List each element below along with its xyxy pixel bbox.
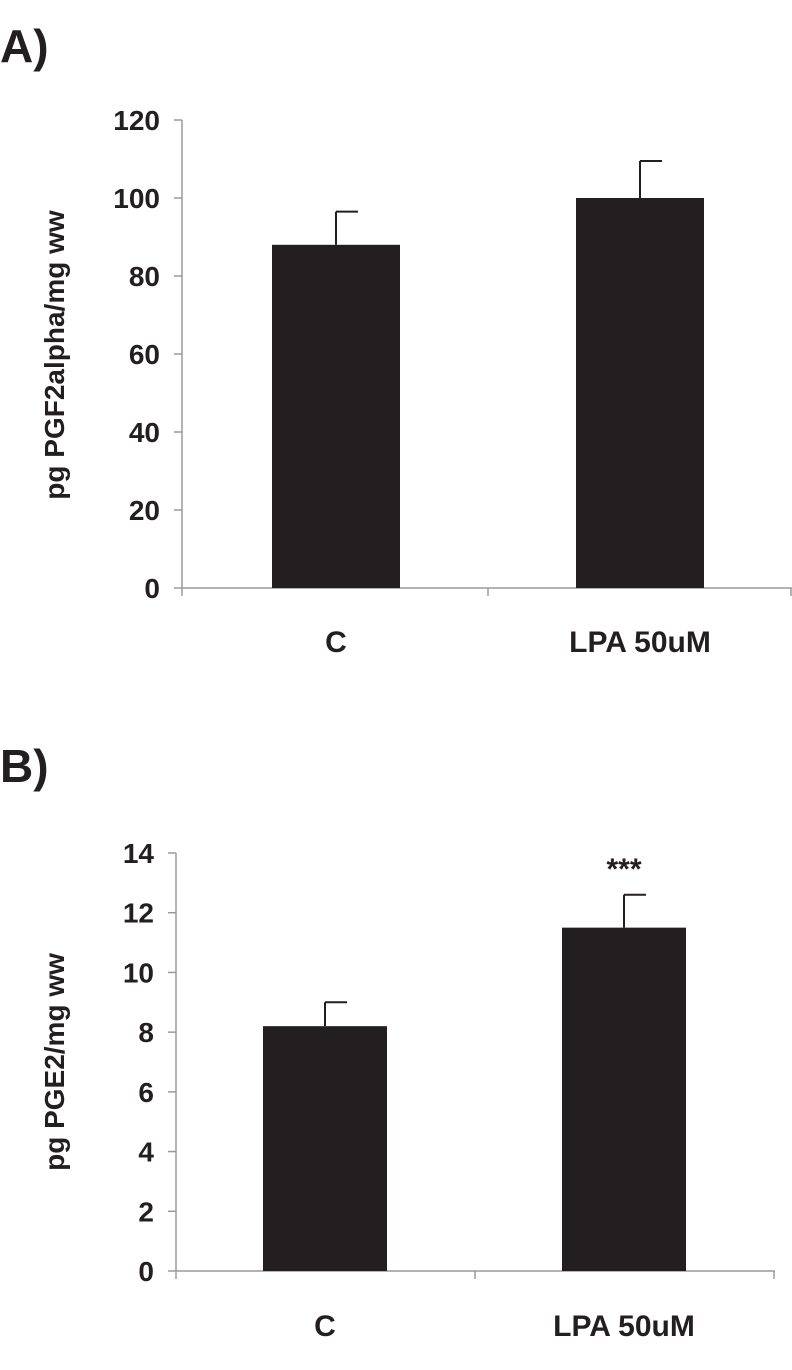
y-tick-label: 120 xyxy=(113,105,160,136)
y-tick-label: 12 xyxy=(123,898,154,929)
bar xyxy=(576,198,704,588)
chart-panel-b: B) pg PGE2/mg ww 0 2 4 6 8 10 12 14 C *** LPA 50uM xyxy=(0,740,775,1343)
y-tick-label: 10 xyxy=(123,957,154,988)
plot-a: 0 20 40 60 80 100 120 C LPA 50uM xyxy=(113,105,792,659)
category-label: LPA 50uM xyxy=(553,1310,695,1343)
panel-label-b: B) xyxy=(0,740,49,792)
y-tick-label: 4 xyxy=(138,1137,154,1168)
y-tick-label: 0 xyxy=(138,1256,154,1287)
category-label: C xyxy=(325,626,347,659)
y-axis-label-a: pg PGF2alpha/mg ww xyxy=(39,210,70,500)
y-tick-label: 6 xyxy=(138,1077,154,1108)
y-tick-label: 20 xyxy=(129,495,160,526)
chart-panel-a: A) pg PGF2alpha/mg ww 0 20 40 60 80 100 120 C LP… xyxy=(0,20,792,659)
y-tick-label: 14 xyxy=(123,838,155,869)
significance-label: *** xyxy=(606,853,641,886)
y-tick-label: 40 xyxy=(129,417,160,448)
plot-b: 0 2 4 6 8 10 12 14 C *** LPA 50uM xyxy=(123,838,775,1343)
y-tick-label: 60 xyxy=(129,339,160,370)
y-tick-label: 8 xyxy=(138,1017,154,1048)
category-label: LPA 50uM xyxy=(569,626,711,659)
bar xyxy=(263,1026,387,1271)
y-tick-label: 0 xyxy=(144,573,160,604)
panel-label-a: A) xyxy=(0,20,49,72)
y-tick-label: 100 xyxy=(113,183,160,214)
y-axis-label-b: pg PGE2/mg ww xyxy=(39,953,70,1171)
bar xyxy=(562,927,686,1271)
y-tick-label: 80 xyxy=(129,261,160,292)
y-tick-label: 2 xyxy=(138,1196,154,1227)
bar xyxy=(272,244,400,589)
category-label: C xyxy=(314,1310,336,1343)
